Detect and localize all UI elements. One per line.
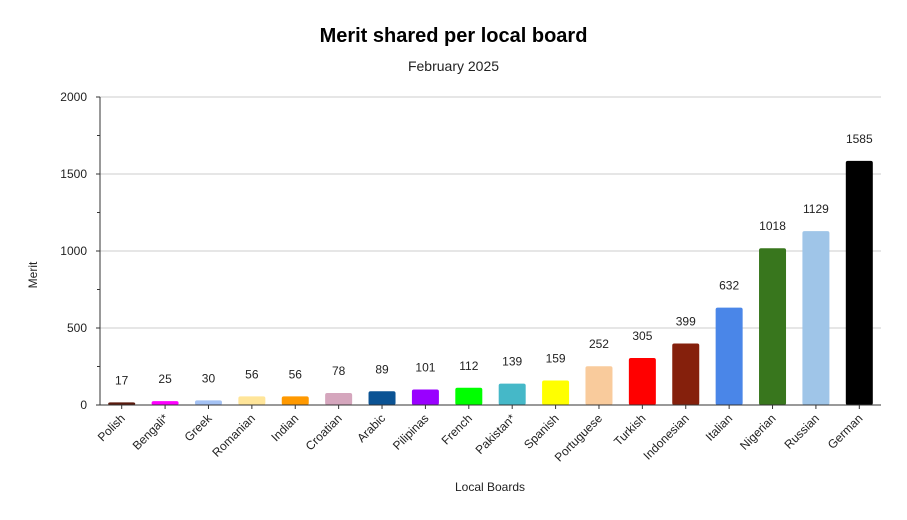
- x-tick-label: Italian: [703, 411, 736, 444]
- bar-indian: [281, 396, 309, 405]
- bar-arabic: [368, 391, 396, 405]
- x-tick-label: Pakistan*: [473, 411, 519, 457]
- x-tick-label: Indian: [268, 411, 301, 444]
- y-tick-label: 500: [67, 321, 87, 335]
- chart-subtitle: February 2025: [407, 58, 500, 74]
- x-axis-title: Local Boards: [455, 480, 525, 494]
- bars: [108, 160, 873, 405]
- data-label: 252: [589, 337, 609, 351]
- data-label: 1129: [803, 202, 829, 216]
- y-tick-label: 1000: [60, 244, 87, 258]
- x-tick-label: French: [439, 411, 475, 447]
- data-label: 56: [289, 367, 303, 381]
- data-label: 305: [632, 329, 652, 343]
- x-tick-label: Nigerian: [737, 411, 779, 453]
- bar-turkish: [628, 358, 656, 405]
- data-label: 30: [202, 371, 216, 385]
- y-tick-label: 0: [80, 398, 87, 412]
- data-label: 1585: [846, 132, 873, 146]
- gridlines: [100, 96, 881, 329]
- data-label: 399: [676, 315, 696, 329]
- y-axis-ticks: 0 500 1000 1500 2000: [60, 90, 100, 412]
- bar-portuguese: [585, 366, 613, 405]
- x-tick-label: Indonesian: [640, 411, 691, 462]
- y-axis-title: Merit: [26, 261, 40, 288]
- data-label: 101: [415, 360, 435, 374]
- x-tick-label: Croatian: [303, 411, 345, 453]
- chart-title: Merit shared per local board: [319, 25, 588, 47]
- x-tick-label: Spanish: [521, 411, 562, 452]
- x-tick-label: Portuguese: [552, 411, 606, 465]
- bar-french: [455, 387, 483, 405]
- data-label: 112: [459, 359, 478, 373]
- bar-nigerian: [759, 248, 787, 405]
- x-tick-label: Russian: [781, 411, 822, 452]
- data-label: 139: [502, 355, 522, 369]
- data-label: 89: [375, 362, 389, 376]
- x-tick-label: Turkish: [611, 411, 648, 448]
- bar-indonesian: [672, 343, 700, 405]
- data-labels: 17 25 30 56 56 78 89 101 112 139 159 252 305 399 632 10…: [115, 132, 873, 387]
- x-tick-label: Polish: [95, 411, 128, 444]
- bar-greek: [194, 400, 222, 405]
- bar-pilipinas: [411, 389, 439, 405]
- data-label: 1018: [759, 219, 786, 233]
- x-tick-label: Greek: [182, 411, 216, 445]
- data-label: 632: [719, 279, 739, 293]
- bar-russian: [802, 231, 830, 405]
- x-tick-label: Romanian: [209, 411, 258, 460]
- bar-romanian: [238, 396, 266, 405]
- data-label: 17: [115, 373, 129, 387]
- bar-pakistan: [498, 383, 526, 405]
- x-tick-label: Arabic: [354, 411, 388, 445]
- data-label: 78: [332, 364, 346, 378]
- y-tick-label: 1500: [60, 167, 87, 181]
- bar-italian: [715, 307, 743, 405]
- x-tick-label: Bengali*: [130, 411, 172, 453]
- bar-bengali: [151, 401, 179, 405]
- y-tick-label: 2000: [60, 90, 87, 104]
- data-label: 159: [546, 352, 566, 366]
- bar-polish: [108, 402, 136, 405]
- bar-spanish: [542, 380, 570, 405]
- x-tick-label: German: [825, 411, 866, 452]
- x-tick-label: Pilipinas: [390, 411, 432, 453]
- data-label: 56: [245, 367, 259, 381]
- data-label: 25: [158, 372, 172, 386]
- bar-croatian: [325, 392, 353, 405]
- bar-german: [845, 160, 873, 405]
